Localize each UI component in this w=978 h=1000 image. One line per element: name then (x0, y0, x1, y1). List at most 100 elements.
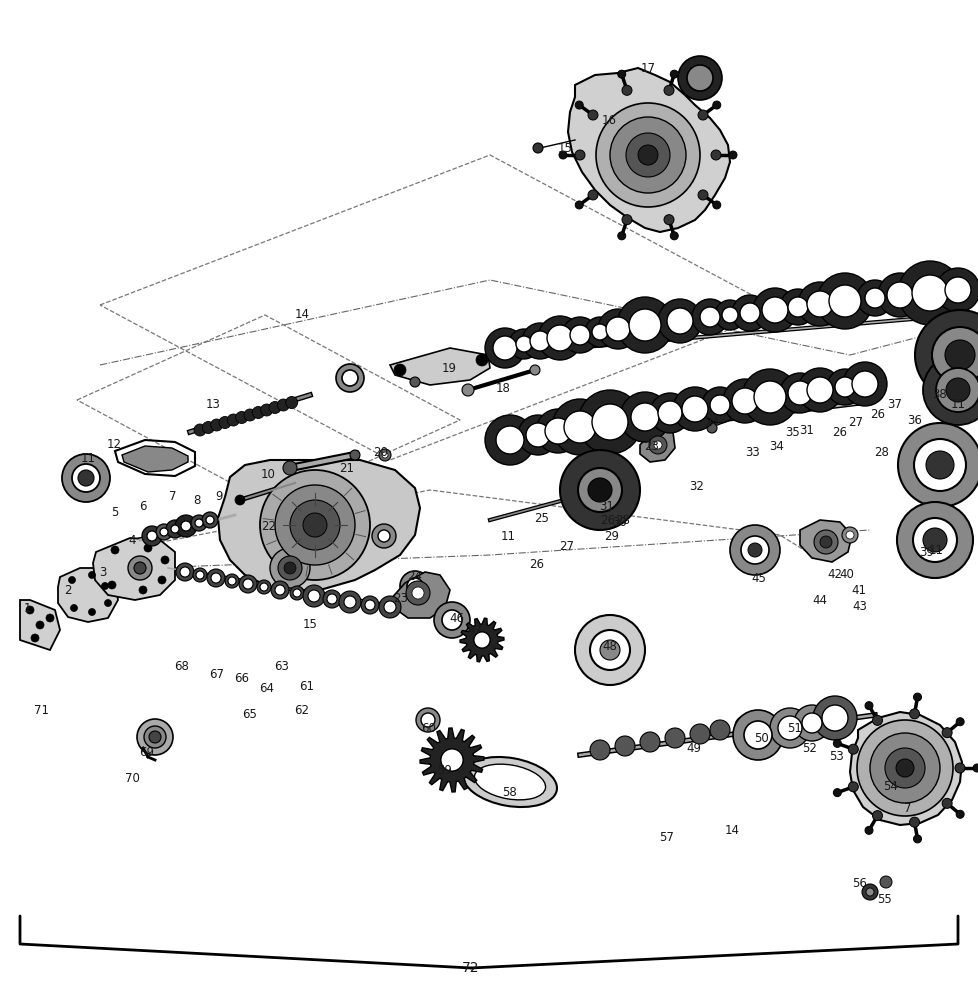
Circle shape (473, 632, 490, 648)
Text: 16: 16 (600, 114, 616, 127)
Circle shape (865, 702, 872, 710)
Circle shape (260, 404, 273, 416)
Circle shape (935, 368, 978, 412)
Circle shape (361, 596, 378, 614)
Circle shape (871, 811, 881, 821)
Circle shape (753, 381, 785, 413)
Polygon shape (389, 348, 490, 385)
Circle shape (861, 884, 877, 900)
Text: 46: 46 (449, 611, 464, 624)
Circle shape (239, 575, 257, 593)
Circle shape (909, 817, 918, 827)
Circle shape (462, 384, 473, 396)
Circle shape (617, 232, 625, 240)
Text: 31: 31 (599, 500, 614, 514)
Circle shape (70, 604, 77, 611)
Circle shape (912, 518, 956, 562)
Circle shape (832, 739, 840, 747)
Circle shape (801, 713, 822, 733)
Text: 23: 23 (393, 591, 408, 604)
Circle shape (869, 733, 939, 803)
Circle shape (779, 289, 816, 325)
Circle shape (617, 70, 625, 78)
Text: 11: 11 (80, 452, 96, 464)
Text: 68: 68 (174, 660, 190, 672)
Circle shape (515, 336, 531, 352)
Circle shape (228, 577, 236, 585)
Text: 40: 40 (839, 568, 854, 580)
Circle shape (590, 740, 609, 760)
Circle shape (144, 726, 166, 748)
Circle shape (590, 630, 630, 670)
Circle shape (338, 591, 361, 613)
Circle shape (257, 580, 271, 594)
Circle shape (365, 600, 375, 610)
Circle shape (547, 325, 572, 351)
Text: 24: 24 (704, 416, 719, 428)
Text: 10: 10 (260, 468, 275, 481)
Circle shape (378, 449, 390, 461)
Circle shape (88, 608, 96, 615)
Text: 20: 20 (374, 446, 388, 460)
Polygon shape (93, 538, 175, 600)
Text: 29: 29 (603, 530, 619, 544)
Text: 37: 37 (887, 398, 902, 412)
Circle shape (678, 56, 721, 100)
Circle shape (343, 596, 356, 608)
Circle shape (416, 708, 439, 732)
Circle shape (36, 621, 44, 629)
Text: 22: 22 (261, 520, 276, 534)
Circle shape (157, 576, 166, 584)
Text: 17: 17 (640, 62, 655, 75)
Circle shape (128, 556, 152, 580)
Circle shape (260, 470, 370, 580)
Text: 47: 47 (467, 624, 482, 636)
Circle shape (440, 749, 463, 771)
Circle shape (649, 393, 689, 433)
Circle shape (545, 418, 570, 444)
Polygon shape (849, 712, 961, 825)
Text: 19: 19 (441, 361, 456, 374)
Circle shape (195, 519, 202, 527)
Circle shape (895, 759, 913, 777)
Circle shape (670, 232, 678, 240)
Text: 7: 7 (904, 801, 911, 814)
Circle shape (712, 201, 720, 209)
Circle shape (619, 392, 669, 442)
Circle shape (206, 569, 225, 587)
Text: 53: 53 (828, 750, 843, 762)
Circle shape (286, 396, 297, 408)
Polygon shape (122, 446, 188, 472)
Circle shape (896, 502, 972, 578)
Circle shape (956, 718, 963, 726)
Circle shape (142, 526, 161, 546)
Circle shape (605, 317, 630, 341)
Circle shape (473, 632, 490, 648)
Circle shape (139, 586, 147, 594)
Circle shape (108, 581, 115, 589)
Circle shape (289, 586, 304, 600)
Polygon shape (389, 572, 450, 618)
Circle shape (269, 401, 281, 414)
Text: 26: 26 (529, 558, 544, 570)
Circle shape (865, 826, 872, 834)
Circle shape (201, 512, 218, 528)
Circle shape (383, 601, 395, 613)
Text: 62: 62 (294, 704, 309, 716)
Polygon shape (567, 68, 730, 232)
Circle shape (252, 406, 264, 418)
Circle shape (913, 439, 965, 491)
Circle shape (909, 709, 918, 719)
Circle shape (156, 524, 172, 540)
Text: 72: 72 (462, 961, 479, 975)
Text: 64: 64 (259, 682, 274, 694)
Text: 11: 11 (927, 544, 943, 558)
Circle shape (806, 291, 832, 317)
Circle shape (723, 379, 766, 423)
Polygon shape (460, 618, 504, 662)
Circle shape (225, 574, 239, 588)
Text: 67: 67 (209, 668, 224, 680)
Circle shape (732, 388, 757, 414)
Circle shape (588, 478, 611, 502)
Text: 25: 25 (534, 512, 549, 526)
